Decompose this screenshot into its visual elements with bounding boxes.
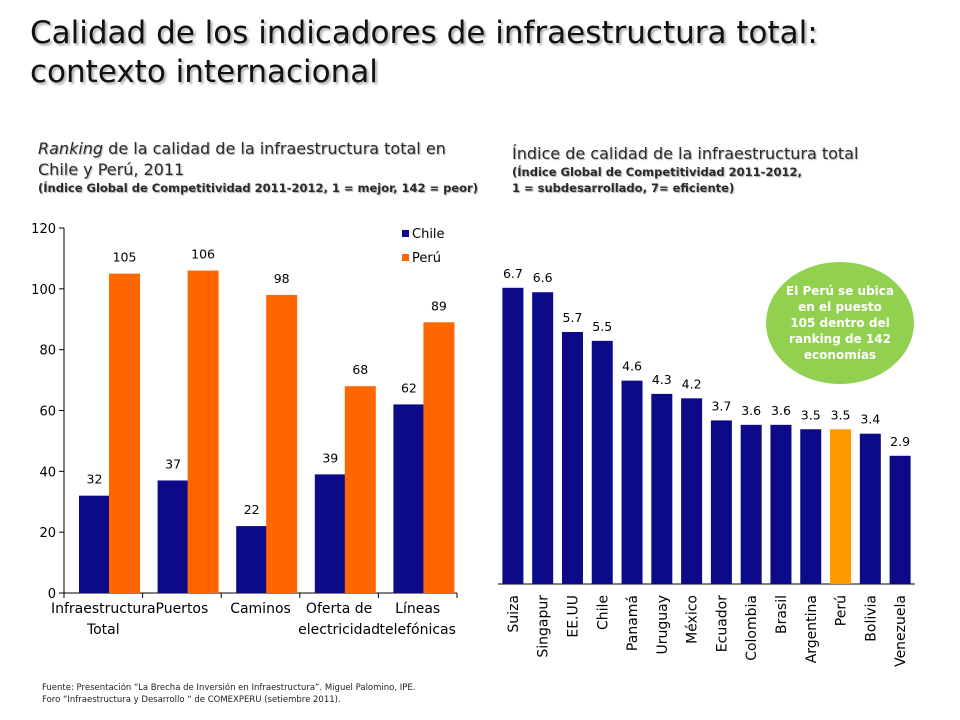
bar-peru	[109, 273, 140, 593]
left-chart-heading-italic: Ranking	[38, 139, 104, 158]
x-category-label: Uruguay	[655, 595, 671, 655]
right-chart-note-line2: 1 = subdesarrollado, 7= eficiente)	[512, 181, 735, 195]
bar-highlight	[830, 429, 852, 584]
left-chart-heading: Ranking de la calidad de la infraestruct…	[38, 138, 478, 180]
data-label: 39	[322, 450, 338, 465]
x-category-label: telefónicas	[379, 622, 455, 638]
x-category-label: Suiza	[506, 595, 522, 633]
x-category-label: Perú	[834, 595, 850, 626]
bar	[621, 380, 643, 584]
data-label: 105	[113, 250, 137, 265]
left-chart-note: (Índice Global de Competitividad 2011-20…	[38, 181, 478, 195]
legend-label: Chile	[412, 227, 445, 242]
bar	[859, 433, 881, 584]
x-category-label: Singapur	[536, 595, 552, 658]
legend-swatch	[402, 230, 409, 237]
bar-chile	[157, 480, 189, 593]
data-label: 3.7	[711, 398, 731, 413]
bar	[740, 424, 762, 584]
peru-callout: El Perú se ubica en el puesto 105 dentro…	[766, 262, 914, 384]
peru-callout-text: El Perú se ubica en el puesto 105 dentro…	[786, 284, 894, 362]
footnote-line-1: Fuente: Presentación “La Brecha de Inver…	[42, 683, 416, 693]
x-category-label: Líneas	[395, 601, 440, 617]
bar	[651, 393, 673, 584]
y-tick-label: 80	[39, 344, 56, 359]
data-label: 5.5	[592, 319, 612, 334]
y-tick-label: 60	[39, 405, 56, 420]
data-label: 37	[165, 456, 181, 471]
bar	[800, 429, 822, 584]
x-category-label: Venezuela	[893, 595, 909, 667]
data-label: 89	[431, 298, 447, 313]
data-label: 4.3	[652, 372, 672, 387]
bar-chile	[79, 495, 110, 593]
data-label: 3.5	[801, 407, 821, 422]
bar	[532, 292, 554, 584]
bar	[561, 332, 583, 584]
bar-peru	[266, 294, 298, 593]
legend-label: Perú	[412, 251, 441, 266]
data-label: 4.2	[682, 376, 702, 391]
x-category-label: Argentina	[804, 595, 820, 663]
y-tick-label: 100	[31, 283, 56, 298]
bar-chile	[314, 474, 346, 593]
x-category-label: electricidad	[298, 622, 380, 638]
x-category-label: Panamá	[625, 595, 641, 651]
bar-chile	[393, 404, 425, 593]
y-tick-label: 120	[31, 222, 56, 237]
page-title: Calidad de los indicadores de infraestru…	[30, 15, 818, 90]
y-tick-label: 40	[39, 465, 56, 480]
data-label: 106	[191, 247, 215, 262]
x-category-label: Infraestructura	[51, 601, 156, 617]
left-chart-subtitle: Ranking de la calidad de la infraestruct…	[38, 138, 478, 196]
x-category-label: Chile	[595, 595, 611, 630]
bar	[681, 398, 703, 584]
data-label: 3.4	[860, 412, 880, 427]
footnote-line-2: Foro “Infraestructura y Desarrollo “ de …	[42, 695, 341, 705]
bar-peru	[423, 322, 455, 593]
right-chart-heading: Índice de calidad de la infraestructura …	[512, 144, 859, 163]
bar	[889, 455, 911, 584]
data-label: 68	[352, 362, 368, 377]
bar	[710, 420, 732, 584]
data-label: 3.5	[831, 407, 851, 422]
data-label: 2.9	[890, 434, 910, 449]
index-chart: 6.7 Suiza 6.6 Singapur 5.7 EE.UU 5.5 Chile 4.6 Pa…	[498, 266, 915, 667]
bar-peru	[187, 270, 219, 593]
bar-peru	[344, 386, 376, 593]
x-category-label: Total	[86, 622, 120, 638]
bar	[770, 424, 792, 584]
bar	[502, 287, 524, 584]
data-label: 4.6	[622, 359, 642, 374]
source-footnote: Fuente: Presentación “La Brecha de Inver…	[42, 682, 415, 706]
data-label: 22	[244, 502, 260, 517]
x-category-label: Puertos	[156, 601, 209, 617]
right-chart-subtitle: Índice de calidad de la infraestructura …	[512, 143, 912, 196]
data-label: 32	[87, 472, 103, 487]
x-category-label: Colombia	[744, 595, 760, 661]
data-label: 5.7	[563, 310, 583, 325]
bar-chile	[236, 526, 268, 593]
y-tick-label: 0	[48, 587, 56, 602]
left-chart-heading-rest: de la calidad de la infraestructura tota…	[38, 139, 446, 179]
legend-swatch	[402, 254, 409, 261]
data-label: 3.6	[741, 403, 761, 418]
y-tick-label: 20	[39, 526, 56, 541]
x-category-label: Caminos	[230, 601, 291, 617]
x-category-label: Ecuador	[714, 595, 730, 652]
x-category-label: Bolivia	[863, 595, 879, 642]
x-category-label: Brasil	[774, 595, 790, 634]
bar	[591, 340, 613, 584]
ranking-chart: 0 20 40 60 80 100 120 32 105 Infraestructura Total…	[31, 222, 458, 638]
right-chart-note-line1: (Índice Global de Competitividad 2011-20…	[512, 165, 802, 179]
data-label: 6.6	[533, 270, 553, 285]
x-category-label: EE.UU	[565, 595, 581, 638]
data-label: 6.7	[503, 266, 523, 281]
x-category-label: Oferta de	[306, 601, 372, 617]
data-label: 3.6	[771, 403, 791, 418]
data-label: 62	[401, 380, 417, 395]
x-category-label: México	[685, 595, 701, 644]
data-label: 98	[274, 271, 290, 286]
